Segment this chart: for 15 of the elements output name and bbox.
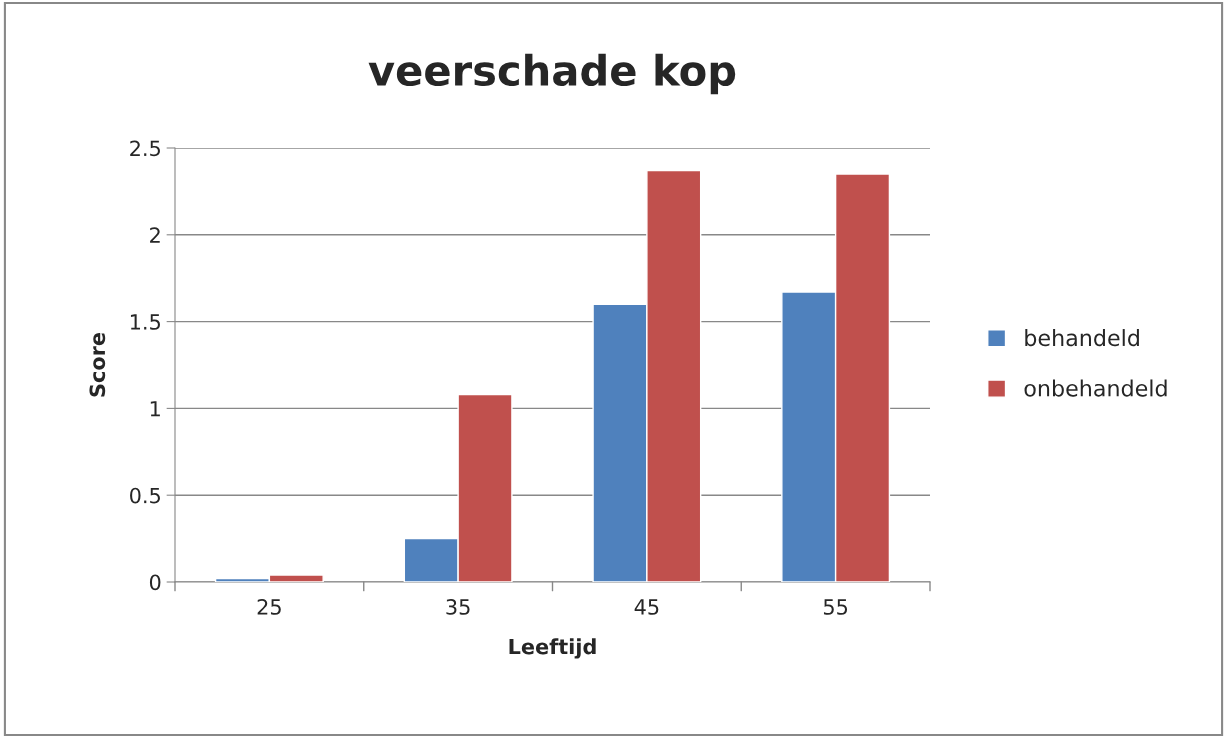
x-tick-label: 55 xyxy=(823,599,848,615)
x-tick-label: 25 xyxy=(257,599,281,615)
x-tick-label: 45 xyxy=(634,599,659,615)
y-tick-label: 0.5 xyxy=(130,487,160,504)
legend-label: behandeld xyxy=(1025,329,1139,347)
y-tick-label: 2.5 xyxy=(130,140,160,157)
x-axis-title: Leeftijd xyxy=(509,638,596,659)
y-tick-label: 1 xyxy=(150,401,160,417)
y-tick-label: 2 xyxy=(150,227,160,243)
chart-title: veerschade kop xyxy=(368,53,736,95)
y-tick-label: 0 xyxy=(149,574,161,591)
y-tick-label: 1.5 xyxy=(130,314,160,330)
legend-label: onbehandeld xyxy=(1024,379,1167,397)
x-tick-label: 35 xyxy=(446,599,470,615)
y-axis-title: Score xyxy=(89,332,106,397)
